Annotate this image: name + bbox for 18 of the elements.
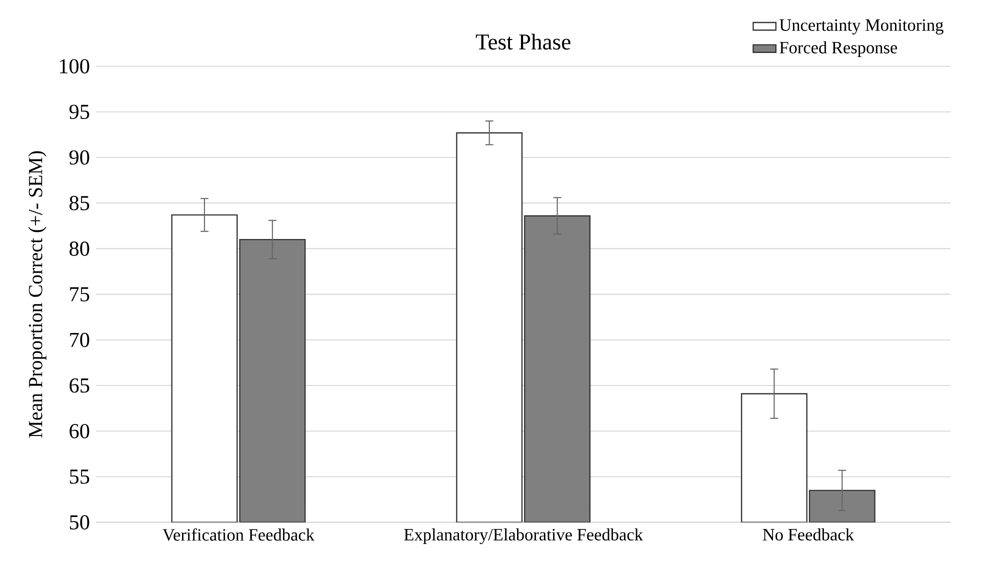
y-tick-label: 55 <box>70 470 90 484</box>
y-tick-label: 70 <box>70 332 90 348</box>
y-tick-label: 90 <box>69 150 90 165</box>
y-tick-label: 95 <box>69 104 90 120</box>
y-tick-label: 100 <box>60 59 90 74</box>
y-tick-label: 80 <box>70 242 90 256</box>
y-tick-label: 75 <box>70 287 90 302</box>
legend-label: Uncertainty Monitoring <box>780 19 944 35</box>
chart-title: Test Phase <box>476 34 570 50</box>
y-tick-label: 85 <box>70 196 90 210</box>
y-tick-label: 50 <box>70 515 90 530</box>
x-tick-label: No Feedback <box>762 528 854 541</box>
y-axis-title: Mean Proportion Correct (+/- SEM) <box>28 151 46 438</box>
y-tick-label: 65 <box>70 378 90 393</box>
y-tick-label: 60 <box>70 424 90 438</box>
legend-label: Forced Response <box>780 41 898 58</box>
x-tick-label: Verification Feedback <box>162 528 314 541</box>
x-tick-label: Explanatory/Elaborative Feedback <box>404 528 643 544</box>
